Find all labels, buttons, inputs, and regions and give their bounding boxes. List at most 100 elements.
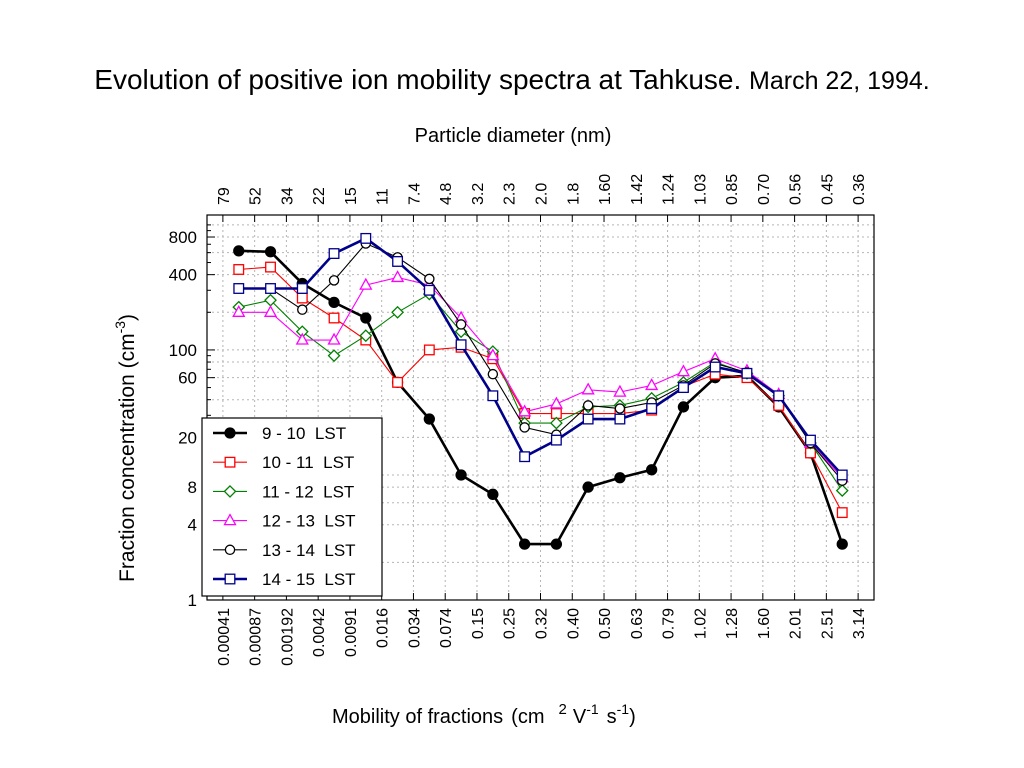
data-point	[614, 413, 626, 425]
data-point	[296, 292, 308, 304]
data-point	[296, 283, 308, 294]
data-point	[486, 348, 500, 361]
data-point	[424, 273, 435, 285]
data-point	[487, 368, 499, 380]
legend-entry: 9 - 10 LST	[213, 424, 346, 443]
legend-entry: 13 - 14 LST	[213, 541, 356, 560]
data-point	[295, 332, 309, 345]
x-tick-label: 0.00087	[248, 608, 265, 666]
data-point	[392, 256, 404, 267]
data-point	[550, 434, 562, 446]
top-tick-label: 2.3	[502, 183, 519, 205]
data-point	[835, 484, 849, 498]
data-point	[645, 378, 659, 391]
top-tick-label: 52	[248, 187, 265, 205]
x-tick-label: 0.016	[375, 608, 392, 648]
x-tick-label: 0.034	[406, 608, 423, 648]
data-point	[327, 349, 341, 363]
legend-marker	[223, 484, 237, 498]
y-tick-label: 400	[169, 266, 197, 285]
y-tick-label: 8	[188, 478, 197, 497]
top-tick-label: 15	[343, 187, 360, 205]
legend-marker	[223, 513, 237, 526]
data-point	[836, 507, 848, 519]
data-point	[360, 232, 372, 244]
data-point	[232, 304, 246, 317]
x-tick-label: 1.28	[724, 608, 741, 639]
data-point	[391, 305, 404, 319]
legend-entry: 11 - 12 LST	[213, 482, 354, 501]
top-tick-label: 0.36	[851, 174, 868, 205]
data-point	[359, 329, 373, 343]
x-tick-label: 0.074	[438, 608, 455, 648]
data-point	[518, 404, 532, 417]
data-point	[233, 264, 245, 275]
x-tick-label: 2.01	[788, 608, 805, 639]
legend-label: 9 - 10 LST	[262, 424, 346, 443]
data-point	[805, 447, 816, 459]
data-point	[297, 304, 308, 315]
x-tick-label: 0.25	[502, 608, 519, 639]
data-point	[360, 312, 372, 324]
x-axis-label: Mobility of fractions (cm 2 V-1 s-1)	[332, 701, 636, 728]
y-tick-label: 60	[178, 369, 197, 388]
x-tick-label: 3.14	[851, 608, 868, 639]
top-tick-label: 3.2	[470, 183, 487, 205]
legend-entry: 10 - 11 LST	[213, 453, 354, 472]
data-point	[581, 382, 595, 395]
x-tick-label: 0.40	[565, 608, 582, 639]
legend-label: 12 - 13 LST	[262, 512, 356, 531]
data-point	[741, 367, 753, 379]
data-point	[519, 451, 531, 463]
legend-entry: 12 - 13 LST	[213, 512, 356, 531]
x-tick-label: 0.15	[470, 608, 487, 639]
top-tick-label: 0.45	[819, 174, 836, 205]
data-point	[328, 275, 340, 286]
y-tick-label: 20	[178, 428, 197, 447]
data-point	[582, 413, 594, 425]
data-point	[677, 401, 690, 413]
data-point	[328, 248, 340, 260]
legend-marker	[224, 544, 236, 556]
data-point	[614, 403, 626, 414]
top-tick-label: 1.03	[692, 174, 709, 205]
data-point	[233, 283, 245, 294]
series-6	[233, 232, 848, 481]
series-layer	[232, 232, 849, 550]
top-tick-label: 0.70	[756, 174, 773, 205]
chart-title-line: Evolution of positive ion mobility spect…	[0, 64, 1024, 96]
data-point	[677, 382, 689, 394]
top-tick-label: 4.8	[438, 183, 455, 205]
top-tick-label: 1.8	[565, 183, 582, 205]
x-tick-label: 0.00192	[279, 608, 296, 666]
top-tick-label: 0.85	[724, 174, 741, 205]
data-point	[265, 261, 276, 273]
top-tick-label: 79	[216, 187, 233, 205]
data-point	[613, 384, 627, 397]
legend-marker	[224, 573, 236, 585]
y-axis-label: Fraction concentration (cm-3)	[112, 314, 139, 582]
data-point	[836, 469, 848, 481]
y-tick-label: 1	[188, 591, 197, 610]
chart-title: Evolution of positive ion mobility spect…	[94, 64, 742, 95]
legend-label: 14 - 15 LST	[262, 570, 356, 589]
top-tick-label: 0.56	[788, 174, 805, 205]
data-point	[549, 416, 563, 430]
legend-box	[201, 417, 383, 597]
top-tick-label: 2.0	[534, 183, 551, 205]
y-tick-label: 4	[188, 516, 197, 535]
top-tick-label: 1.24	[661, 174, 678, 205]
legend-label: 11 - 12 LST	[262, 482, 354, 501]
x-tick-label: 1.60	[756, 608, 773, 639]
x-tick-label: 0.32	[534, 608, 551, 639]
chart-subtitle: March 22, 1994.	[749, 67, 930, 95]
data-point	[328, 296, 340, 309]
y-tick-label: 100	[169, 341, 197, 360]
data-point	[455, 469, 467, 481]
data-point	[709, 361, 721, 373]
legend-label: 13 - 14 LST	[262, 541, 356, 560]
data-point	[423, 344, 435, 356]
x-tick-label: 0.0091	[343, 608, 360, 657]
